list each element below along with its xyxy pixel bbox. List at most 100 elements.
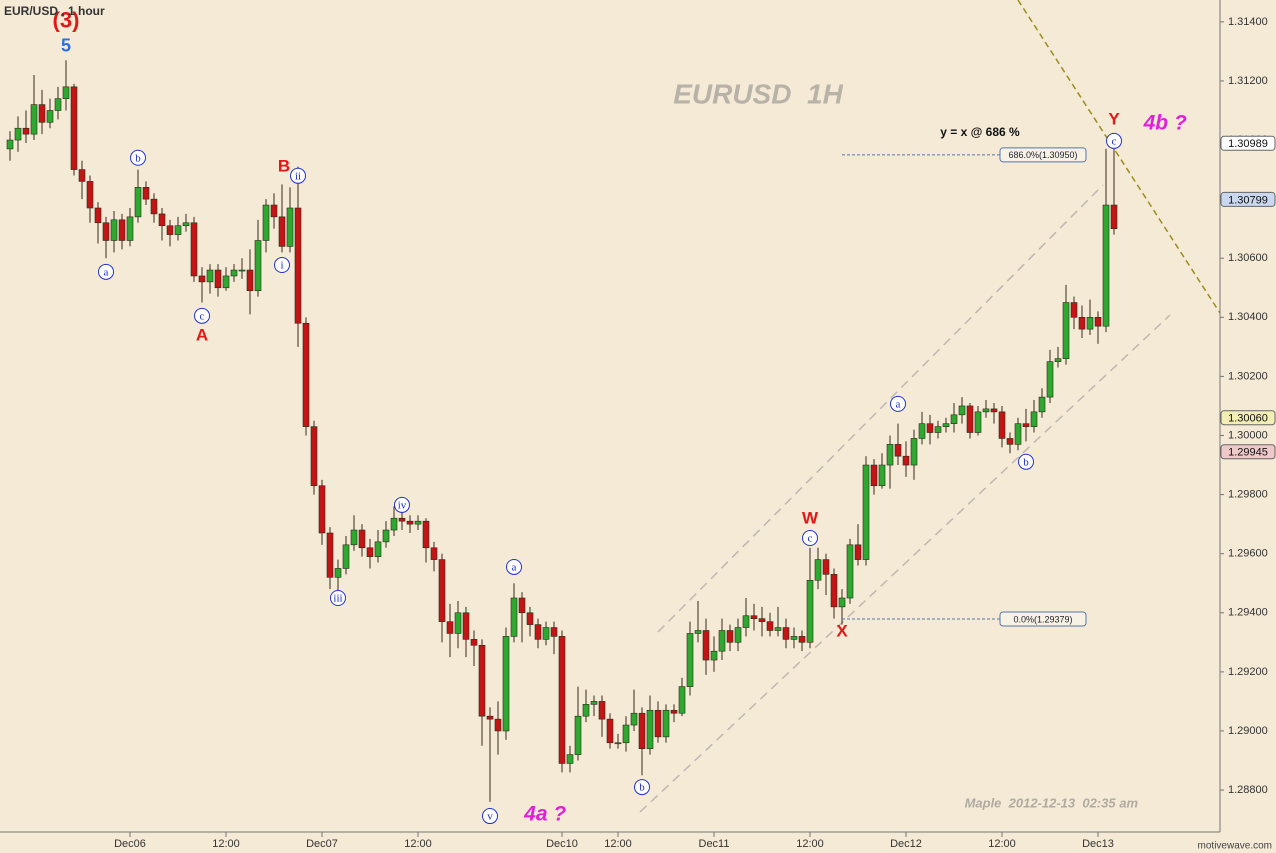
wave-label: X bbox=[836, 621, 848, 640]
candle-body bbox=[334, 568, 342, 578]
price-marker bbox=[1220, 410, 1276, 426]
candle-body bbox=[126, 216, 134, 241]
y-tick-label: 1.29000 bbox=[1228, 725, 1268, 737]
candle-body bbox=[462, 612, 470, 640]
wave-label: iv bbox=[398, 499, 407, 511]
brand: motivewave.com bbox=[1198, 841, 1272, 852]
candle-body bbox=[22, 127, 30, 135]
candle-body bbox=[502, 636, 510, 732]
candle-body bbox=[854, 544, 862, 560]
candle-body bbox=[318, 485, 326, 534]
price-marker bbox=[1220, 135, 1276, 151]
candle-body bbox=[342, 544, 350, 569]
wave-circle bbox=[1106, 132, 1122, 149]
channel-line bbox=[657, 184, 1104, 633]
candle-body bbox=[782, 627, 790, 640]
wave-label: Y bbox=[1108, 109, 1120, 128]
candle-body bbox=[14, 127, 22, 141]
candle-body bbox=[1062, 302, 1070, 359]
wave-label: 4a ? bbox=[523, 802, 566, 825]
candle-body bbox=[470, 639, 478, 646]
wave-circle bbox=[394, 496, 410, 513]
candle-body bbox=[998, 411, 1006, 439]
candle-body bbox=[1110, 204, 1118, 229]
candle-body bbox=[758, 618, 766, 622]
candle-body bbox=[238, 269, 246, 272]
y-tick-label: 1.28800 bbox=[1228, 784, 1268, 796]
candle-body bbox=[966, 405, 974, 433]
candle-body bbox=[142, 187, 150, 200]
price-marker bbox=[1220, 444, 1276, 460]
candle-body bbox=[158, 213, 166, 227]
candle-body bbox=[1046, 361, 1054, 398]
wave-label: a bbox=[512, 562, 517, 574]
candle-body bbox=[822, 559, 830, 575]
candle-body bbox=[710, 650, 718, 661]
channel-line bbox=[639, 314, 1171, 813]
candle-body bbox=[606, 718, 614, 744]
y-tick-label: 1.29800 bbox=[1228, 488, 1268, 500]
wave-circle bbox=[130, 149, 146, 166]
candle-body bbox=[46, 110, 54, 123]
wave-circle bbox=[482, 808, 498, 825]
level-label-box bbox=[999, 611, 1087, 627]
y-tick-label: 1.29200 bbox=[1228, 666, 1268, 678]
wave-label: c bbox=[808, 533, 813, 545]
candle-body bbox=[590, 701, 598, 705]
candle-body bbox=[838, 597, 846, 608]
candle-body bbox=[38, 104, 46, 123]
candle-body bbox=[958, 405, 966, 416]
x-tick-label: 12:00 bbox=[988, 838, 1016, 850]
candle-body bbox=[686, 633, 694, 687]
wave-label: c bbox=[200, 310, 205, 322]
candle-body bbox=[166, 225, 174, 235]
candle-body bbox=[1102, 204, 1110, 327]
wave-label: (3) bbox=[53, 8, 80, 33]
level-label-box bbox=[999, 147, 1087, 163]
candle-body bbox=[718, 630, 726, 652]
wave-circle bbox=[194, 307, 210, 324]
candle-body bbox=[150, 198, 158, 215]
wave-label: v bbox=[487, 811, 493, 823]
candle-body bbox=[494, 718, 502, 732]
x-tick-label: Dec10 bbox=[546, 838, 578, 850]
candle-body bbox=[518, 597, 526, 614]
wave-label: b bbox=[1023, 456, 1029, 468]
candle-body bbox=[374, 541, 382, 557]
candle-body bbox=[230, 269, 238, 277]
x-tick-label: 12:00 bbox=[604, 838, 632, 850]
watermark: EURUSD 1H bbox=[673, 78, 843, 109]
candle-body bbox=[54, 98, 62, 111]
candle-body bbox=[246, 269, 254, 292]
wave-label: b bbox=[639, 782, 645, 794]
candle-body bbox=[310, 426, 318, 487]
wave-label: 4b ? bbox=[1143, 111, 1187, 134]
x-tick-label: Dec07 bbox=[306, 838, 338, 850]
candle-body bbox=[894, 444, 902, 457]
wave-label: c bbox=[1112, 135, 1117, 147]
candle-body bbox=[1006, 438, 1014, 445]
candle-body bbox=[734, 627, 742, 643]
candle-body bbox=[798, 636, 806, 643]
candle-body bbox=[222, 275, 230, 289]
candle-body bbox=[974, 411, 982, 433]
candle-body bbox=[510, 597, 518, 637]
candle-body bbox=[78, 169, 86, 182]
candle-body bbox=[702, 630, 710, 661]
wave-label: ii bbox=[295, 170, 301, 182]
x-tick-label: Dec06 bbox=[114, 838, 146, 850]
candle-body bbox=[814, 559, 822, 581]
candle-body bbox=[350, 529, 358, 546]
candle-body bbox=[86, 181, 94, 209]
candle-body bbox=[830, 574, 838, 608]
candle-body bbox=[94, 207, 102, 224]
candle-body bbox=[1086, 317, 1094, 330]
wave-circle bbox=[506, 558, 522, 575]
candle-body bbox=[886, 444, 894, 466]
candle-body bbox=[414, 520, 422, 525]
price-marker-label: 1.29945 bbox=[1228, 447, 1268, 459]
y-tick-label: 1.30000 bbox=[1228, 429, 1268, 441]
candle-body bbox=[206, 269, 214, 283]
y-tick-label: 1.30600 bbox=[1228, 252, 1268, 264]
